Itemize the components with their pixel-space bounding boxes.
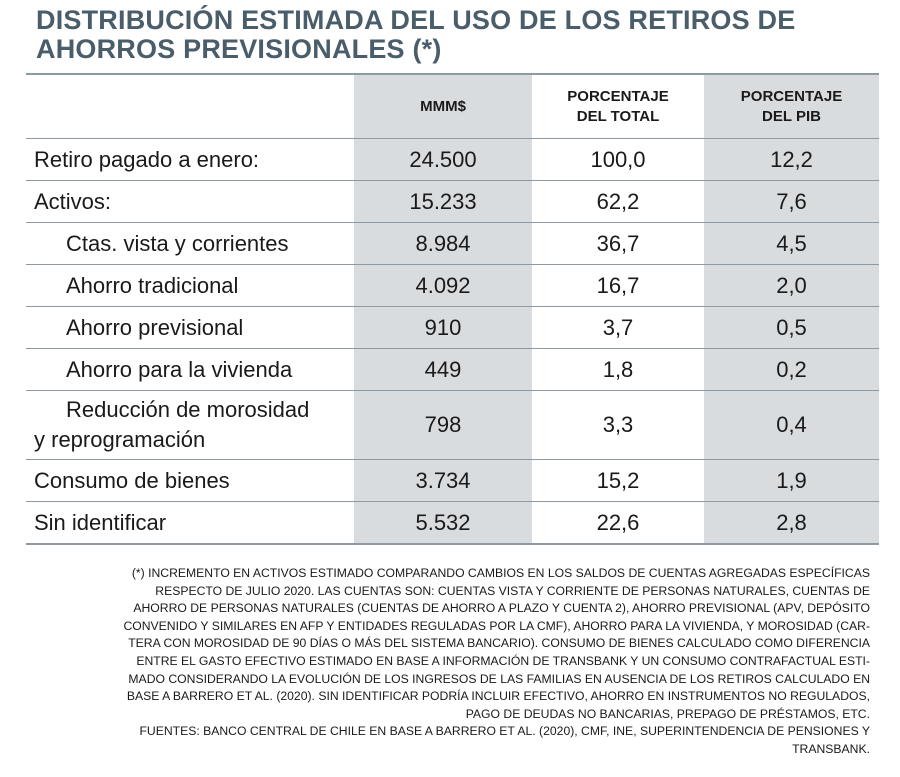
footnote-line: BASE A BARRERO ET AL. (2020). SIN IDENTI… bbox=[126, 689, 870, 704]
cell-pct-total: 62,2 bbox=[532, 180, 704, 223]
cell-mmm: 4.092 bbox=[354, 264, 532, 307]
cell-mmm: 24.500 bbox=[354, 138, 532, 181]
row-label: Ahorro tradicional bbox=[26, 264, 354, 307]
sources-line: TRANSBANK. bbox=[792, 741, 870, 756]
table-row: Retiro pagado a enero: 24.500 100,0 12,2 bbox=[26, 138, 879, 181]
footnote-line: AHORRO DE PERSONAS NATURALES (CUENTAS DE… bbox=[133, 601, 870, 616]
cell-pct-pib: 7,6 bbox=[704, 180, 879, 223]
row-label: Ahorro previsional bbox=[26, 306, 354, 349]
cell-pct-pib: 4,5 bbox=[704, 222, 879, 265]
cell-pct-pib: 0,5 bbox=[704, 306, 879, 349]
row-label: Consumo de bienes bbox=[26, 459, 354, 502]
table-row: Ahorro para la vivienda 449 1,8 0,2 bbox=[26, 348, 879, 391]
cell-pct-total: 1,8 bbox=[532, 348, 704, 391]
cell-pct-pib: 0,4 bbox=[704, 390, 879, 460]
retiros-distribution-table: MMM$ PORCENTAJE DEL TOTAL PORCENTAJE DEL… bbox=[26, 73, 879, 545]
table-row: Ahorro previsional 910 3,7 0,5 bbox=[26, 306, 879, 349]
cell-mmm: 5.532 bbox=[354, 501, 532, 545]
row-label: Sin identificar bbox=[26, 501, 354, 545]
footnote-line: MADO CONSIDERANDO LA EVOLUCIÓN DE LOS IN… bbox=[128, 671, 870, 686]
table-row: Consumo de bienes 3.734 15,2 1,9 bbox=[26, 459, 879, 502]
row-label: Ahorro para la vivienda bbox=[26, 348, 354, 391]
table-row: Activos: 15.233 62,2 7,6 bbox=[26, 180, 879, 223]
table-row: Sin identificar 5.532 22,6 2,8 bbox=[26, 501, 879, 545]
cell-pct-total: 100,0 bbox=[532, 138, 704, 181]
footnote-line: RESPECTO DE JULIO 2020. LAS CUENTAS SON:… bbox=[155, 583, 870, 598]
row-label: Retiro pagado a enero: bbox=[26, 138, 354, 181]
cell-pct-pib: 12,2 bbox=[704, 138, 879, 181]
cell-mmm: 8.984 bbox=[354, 222, 532, 265]
row-label: Activos: bbox=[26, 180, 354, 223]
cell-pct-total: 3,7 bbox=[532, 306, 704, 349]
footnote-line: TERA CON MOROSIDAD DE 90 DÍAS O MÁS DEL … bbox=[128, 636, 870, 651]
cell-pct-pib: 0,2 bbox=[704, 348, 879, 391]
footnote-line: PAGO DE DEUDAS NO BANCARIAS, PREPAGO DE … bbox=[465, 706, 870, 721]
table-row: Ctas. vista y corrientes 8.984 36,7 4,5 bbox=[26, 222, 879, 265]
table-row: Reducción de morosidad y reprogramación … bbox=[26, 390, 879, 460]
row-label: Ctas. vista y corrientes bbox=[26, 222, 354, 265]
cell-pct-pib: 2,8 bbox=[704, 501, 879, 545]
cell-mmm: 3.734 bbox=[354, 459, 532, 502]
footnote-line: ENTRE EL GASTO EFECTIVO ESTIMADO EN BASE… bbox=[136, 653, 870, 668]
table-header-row: MMM$ PORCENTAJE DEL TOTAL PORCENTAJE DEL… bbox=[26, 73, 879, 139]
header-pct-total: PORCENTAJE DEL TOTAL bbox=[532, 73, 704, 139]
row-label: Reducción de morosidad y reprogramación bbox=[26, 390, 354, 460]
cell-pct-total: 22,6 bbox=[532, 501, 704, 545]
row-label-line-2: y reprogramación bbox=[34, 427, 206, 452]
header-pct-pib: PORCENTAJE DEL PIB bbox=[704, 73, 879, 139]
cell-pct-pib: 2,0 bbox=[704, 264, 879, 307]
title-line-1: DISTRIBUCIÓN ESTIMADA DEL USO DE LOS RET… bbox=[36, 5, 796, 35]
cell-pct-pib: 1,9 bbox=[704, 459, 879, 502]
cell-mmm: 449 bbox=[354, 348, 532, 391]
cell-pct-total: 16,7 bbox=[532, 264, 704, 307]
header-mmm: MMM$ bbox=[354, 73, 532, 139]
page-title: DISTRIBUCIÓN ESTIMADA DEL USO DE LOS RET… bbox=[36, 6, 886, 64]
cell-mmm: 798 bbox=[354, 390, 532, 460]
sources-line: FUENTES: BANCO CENTRAL DE CHILE EN BASE … bbox=[139, 724, 870, 739]
cell-pct-total: 15,2 bbox=[532, 459, 704, 502]
table-row: Ahorro tradicional 4.092 16,7 2,0 bbox=[26, 264, 879, 307]
footnote-line: (*) INCREMENTO EN ACTIVOS ESTIMADO COMPA… bbox=[131, 566, 870, 580]
header-empty-cell bbox=[26, 73, 354, 139]
cell-mmm: 15.233 bbox=[354, 180, 532, 223]
row-label-line-1: Reducción de morosidad bbox=[66, 397, 310, 422]
title-line-2: AHORROS PREVISIONALES (*) bbox=[36, 34, 442, 64]
footnotes: (*) INCREMENTO EN ACTIVOS ESTIMADO COMPA… bbox=[40, 565, 870, 759]
cell-pct-total: 3,3 bbox=[532, 390, 704, 460]
footnote-line: CONVENIDO Y SIMILARES EN AFP Y ENTIDADES… bbox=[123, 618, 870, 633]
cell-mmm: 910 bbox=[354, 306, 532, 349]
cell-pct-total: 36,7 bbox=[532, 222, 704, 265]
